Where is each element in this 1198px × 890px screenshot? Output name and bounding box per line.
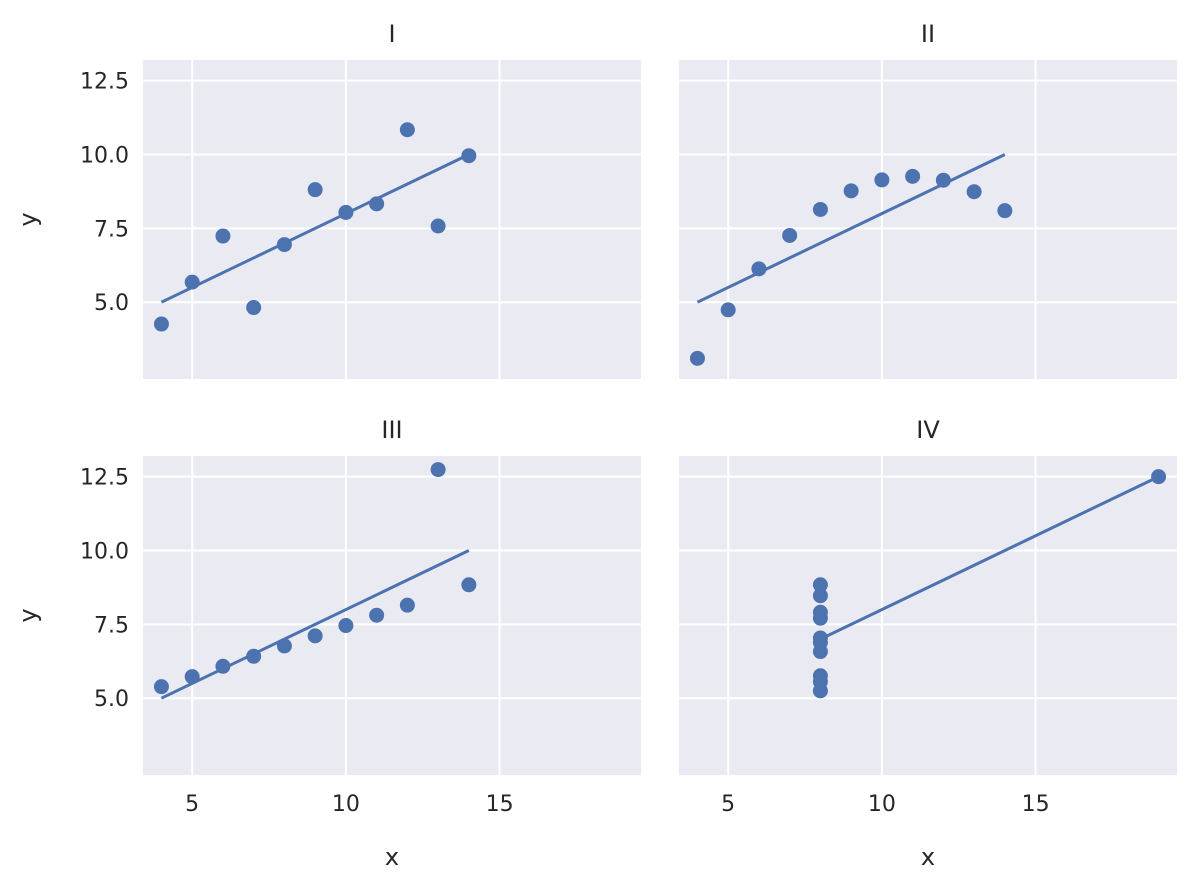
data-point [812,634,828,650]
data-point [751,261,767,277]
data-point [399,122,415,138]
panel-background [143,456,641,775]
panel-title: I [388,20,395,48]
data-point [338,204,354,220]
panel-background [143,60,641,379]
data-point [461,148,477,164]
data-point [812,604,828,620]
panel-background [679,60,1177,379]
data-point [461,577,477,593]
data-point [153,316,169,332]
data-point [812,577,828,593]
data-point [338,618,354,634]
data-point [307,182,323,198]
y-tick-label: 7.5 [94,613,129,638]
data-point [812,674,828,690]
y-tick-label: 7.5 [94,217,129,242]
x-tick-label: 15 [486,792,514,817]
x-tick-label: 15 [1022,792,1050,817]
panel-3: 5 10 15 5.0 7.5 10.0 12.5 III y x [14,416,641,871]
data-point [184,274,200,290]
panel-title: IV [916,416,940,444]
x-tick-label: 5 [721,792,735,817]
panel-title: III [381,416,402,444]
panel-4: 5 10 15 IV x [679,416,1177,871]
data-point [782,227,798,243]
y-tick-label: 12.5 [80,466,129,491]
y-tick-label: 10.0 [80,144,129,169]
data-point [997,203,1013,219]
data-point [246,648,262,664]
regression-line [160,153,470,304]
data-point [430,462,446,478]
y-axis-label: y [14,212,42,226]
x-tick-label: 10 [332,792,360,817]
data-point [276,638,292,654]
data-point [843,183,859,199]
y-tick-label: 10.0 [80,540,129,565]
data-point [369,196,385,212]
y-axis-label: y [14,608,42,622]
data-point [812,201,828,217]
data-point [215,658,231,674]
data-point [369,607,385,623]
data-point [905,168,921,184]
panel-2: II [679,20,1177,379]
data-point [430,218,446,234]
panel-1: 5.0 7.5 10.0 12.5 Iy [14,20,641,379]
data-point [184,669,200,685]
data-point [399,597,415,613]
regression-line [160,549,470,700]
x-tick-label: 5 [185,792,199,817]
data-point [153,679,169,695]
y-tick-label: 12.5 [80,70,129,95]
data-point [966,184,982,200]
data-point [246,300,262,316]
y-tick-label: 5.0 [94,687,129,712]
data-point [215,228,231,244]
x-axis-label: x [921,843,935,871]
x-axis-label: x [385,843,399,871]
x-tick-label: 10 [868,792,896,817]
data-point [689,350,705,366]
panel-title: II [921,20,935,48]
data-point [276,237,292,253]
data-point [1151,469,1167,485]
data-point [720,302,736,318]
data-point [812,588,828,604]
data-point [874,172,890,188]
regression-line [696,153,1006,304]
data-point [935,172,951,188]
regression-line [819,475,1160,641]
data-point [307,628,323,644]
y-tick-label: 5.0 [94,291,129,316]
